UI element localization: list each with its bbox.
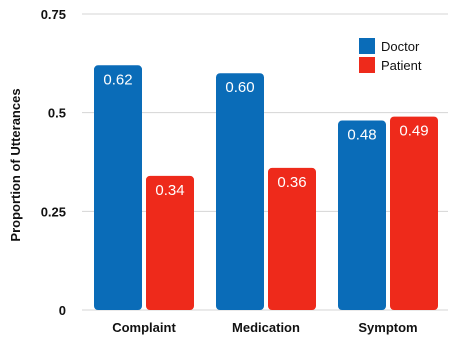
bar-doctor-symptom [338,120,386,310]
legend: Doctor Patient [359,38,422,73]
y-tick-label: 0.75 [41,7,66,22]
data-label: 0.48 [347,127,376,144]
y-tick-label: 0 [59,303,66,318]
bar-doctor-complaint [94,65,142,310]
x-category-label: Complaint [112,320,176,335]
legend-swatch-doctor [359,38,375,54]
y-axis-ticks: 0 0.25 0.5 0.75 [41,7,66,318]
x-category-label: Symptom [358,320,417,335]
data-label: 0.60 [225,79,254,96]
bar-patient-complaint [146,175,194,310]
bar-doctor-medication [216,73,264,310]
bar-patient-medication [268,167,316,310]
data-label: 0.49 [399,123,428,140]
legend-label-doctor: Doctor [381,39,420,54]
gridlines [82,13,448,311]
x-category-label: Medication [232,320,300,335]
category-labels: Complaint Medication Symptom [112,320,417,335]
bar-patient-symptom [390,116,438,310]
y-axis-title: Proportion of Utterances [8,88,23,241]
legend-label-patient: Patient [381,58,422,73]
legend-swatch-patient [359,57,375,73]
data-label: 0.62 [103,71,132,88]
data-label: 0.34 [155,182,184,199]
bars: 0.62 0.34 0.60 0.36 0.48 0.49 [94,65,438,310]
y-tick-label: 0.5 [48,106,66,121]
data-label: 0.36 [277,174,306,191]
y-tick-label: 0.25 [41,204,66,219]
